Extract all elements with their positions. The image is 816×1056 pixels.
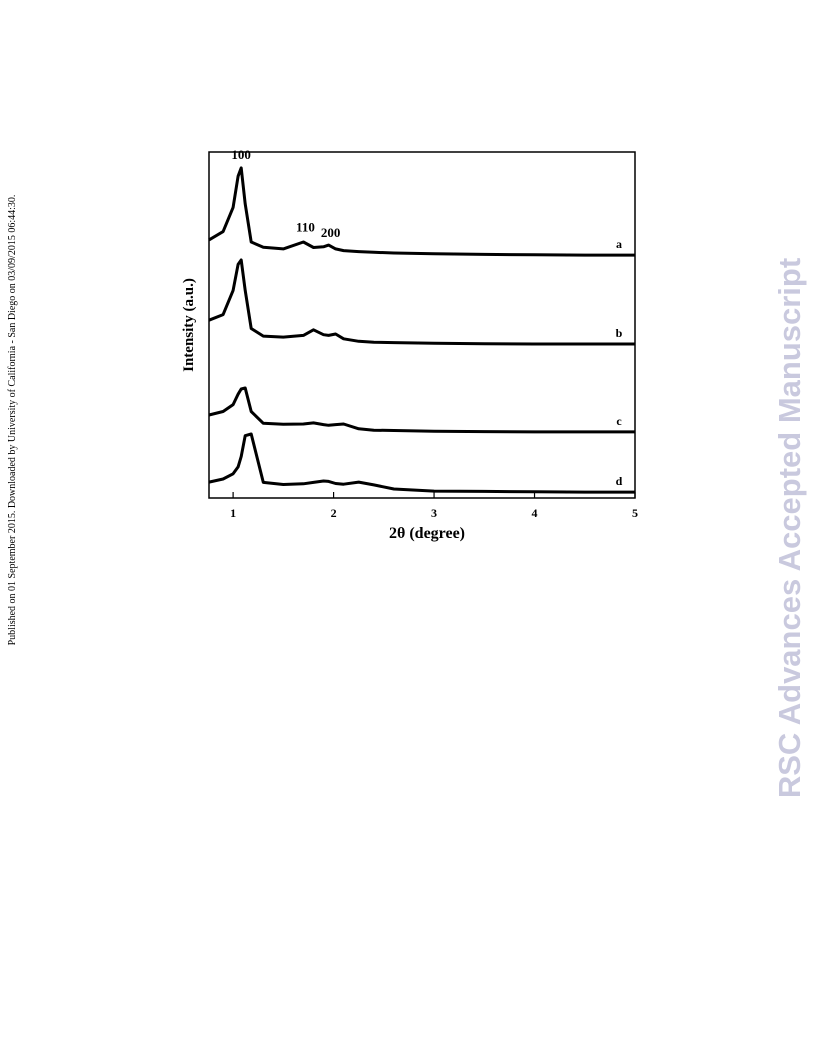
- plot-frame: [208, 151, 636, 499]
- x-axis-label: 2θ (degree): [389, 525, 465, 542]
- x-tick-label: 5: [632, 506, 638, 520]
- x-tick-label: 2: [331, 506, 337, 520]
- xrd-curve: [208, 166, 635, 257]
- xrd-curve: [208, 432, 635, 494]
- y-axis-label: Intensity (a.u.): [181, 278, 197, 372]
- curve-label: d: [616, 474, 623, 488]
- peak-label: 110: [296, 220, 315, 235]
- curve-label: a: [616, 237, 622, 251]
- x-tick-label: 3: [431, 506, 437, 520]
- peak-label: 200: [321, 225, 341, 240]
- side-note: Published on 01 September 2015. Download…: [7, 195, 18, 646]
- xrd-curve: [208, 258, 635, 346]
- xrd-curve: [208, 386, 635, 434]
- x-tick-label: 4: [532, 506, 538, 520]
- watermark: RSC Advances Accepted Manuscript: [772, 258, 807, 798]
- curve-label: c: [616, 414, 622, 428]
- peak-label: 100: [231, 147, 251, 162]
- curve-label: b: [616, 326, 623, 340]
- x-tick-label: 1: [230, 506, 236, 520]
